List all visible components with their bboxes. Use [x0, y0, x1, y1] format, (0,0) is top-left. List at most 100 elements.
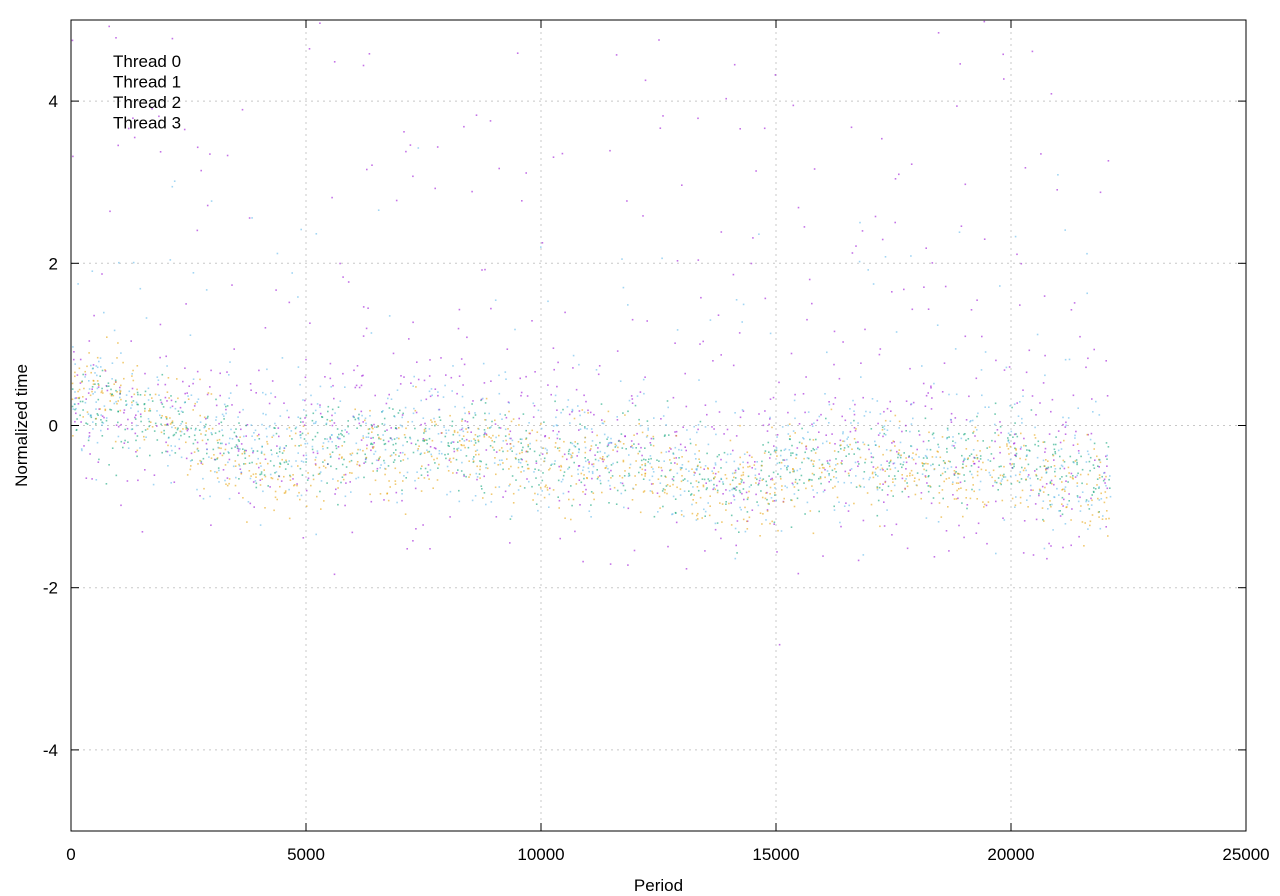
- data-point: [781, 485, 783, 487]
- data-point: [391, 438, 393, 441]
- data-point: [595, 369, 598, 371]
- data-point: [394, 480, 397, 482]
- data-point: [1065, 480, 1067, 482]
- data-point: [666, 400, 669, 402]
- data-point: [813, 168, 816, 170]
- data-point: [151, 107, 153, 110]
- data-point: [339, 400, 342, 402]
- data-point: [957, 482, 960, 484]
- data-point: [1065, 421, 1067, 424]
- data-point: [1024, 458, 1027, 461]
- data-point: [1045, 459, 1047, 461]
- data-point: [962, 460, 965, 463]
- data-point: [1018, 481, 1021, 484]
- data-point: [758, 413, 760, 415]
- data-point: [930, 387, 932, 389]
- data-point: [1015, 496, 1017, 498]
- data-point: [331, 419, 333, 422]
- data-point: [972, 484, 974, 486]
- x-tick-label: 15000: [752, 845, 799, 864]
- data-point: [501, 459, 503, 461]
- data-point: [88, 388, 91, 390]
- data-point: [376, 426, 378, 428]
- data-point: [1000, 431, 1002, 434]
- data-point: [905, 468, 907, 470]
- data-point: [784, 485, 786, 487]
- data-point: [285, 459, 287, 462]
- data-point: [593, 498, 595, 501]
- data-point: [572, 354, 575, 357]
- data-point: [729, 453, 732, 455]
- data-point: [300, 421, 302, 423]
- data-point: [447, 470, 450, 472]
- data-point: [187, 398, 190, 400]
- data-point: [639, 511, 642, 514]
- data-point: [115, 474, 118, 477]
- data-point: [844, 419, 847, 422]
- data-point: [911, 457, 913, 459]
- data-point: [98, 458, 100, 461]
- data-point: [591, 470, 594, 473]
- data-point: [931, 433, 934, 436]
- data-point: [85, 477, 88, 479]
- data-point: [438, 463, 440, 466]
- data-point: [947, 506, 949, 508]
- data-point: [627, 304, 629, 306]
- data-point: [894, 178, 897, 180]
- data-point: [771, 520, 773, 523]
- data-point: [498, 167, 500, 170]
- data-point: [599, 450, 602, 453]
- data-point: [877, 499, 880, 502]
- data-point: [302, 421, 304, 423]
- data-point: [519, 438, 522, 440]
- data-point: [180, 410, 183, 413]
- data-point: [1106, 454, 1108, 457]
- data-point: [1015, 455, 1017, 458]
- data-point: [1001, 499, 1004, 502]
- data-point: [740, 508, 742, 511]
- data-point: [883, 501, 885, 503]
- data-point: [925, 469, 928, 472]
- data-point: [665, 424, 667, 426]
- data-point: [717, 314, 720, 316]
- data-point: [351, 472, 353, 474]
- data-points: [71, 20, 1112, 646]
- data-point: [1005, 366, 1008, 369]
- data-point: [712, 472, 715, 475]
- data-point: [1098, 499, 1101, 501]
- data-point: [775, 447, 778, 449]
- data-point: [205, 289, 208, 291]
- data-point: [692, 499, 694, 501]
- data-point: [283, 447, 286, 449]
- data-point: [966, 504, 969, 506]
- data-point: [995, 500, 997, 503]
- data-point: [319, 471, 322, 473]
- data-point: [292, 474, 294, 476]
- data-point: [190, 394, 193, 396]
- data-point: [759, 477, 762, 479]
- data-point: [584, 446, 587, 449]
- data-point: [927, 485, 930, 487]
- data-point: [208, 456, 210, 458]
- data-point: [124, 428, 126, 431]
- data-point: [426, 449, 428, 451]
- data-point: [1049, 504, 1051, 506]
- data-point: [797, 572, 800, 575]
- data-point: [296, 483, 298, 485]
- data-point: [661, 257, 663, 260]
- data-point: [394, 453, 397, 456]
- data-point: [695, 444, 697, 446]
- data-point: [509, 483, 511, 486]
- data-point: [127, 418, 129, 421]
- data-point: [626, 200, 628, 202]
- data-point: [299, 498, 301, 501]
- data-point: [151, 397, 153, 399]
- data-point: [571, 411, 573, 413]
- data-point: [465, 428, 467, 430]
- data-point: [792, 483, 794, 486]
- data-point: [415, 443, 417, 446]
- data-point: [1070, 519, 1072, 521]
- data-point: [370, 332, 373, 334]
- data-point: [588, 510, 591, 512]
- data-point: [75, 397, 77, 399]
